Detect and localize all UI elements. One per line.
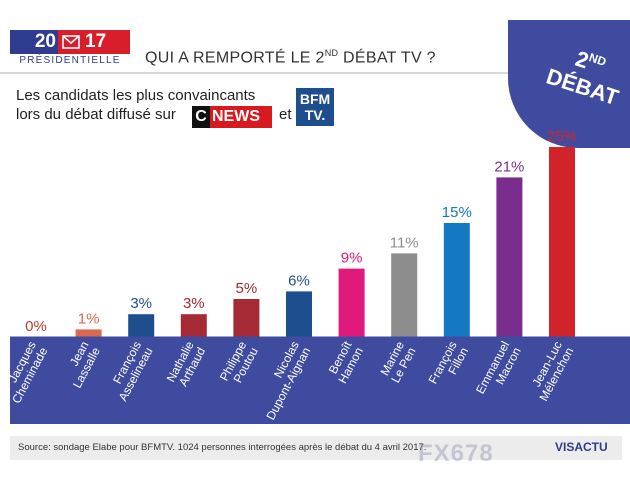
value-label-9: 21% <box>494 158 524 175</box>
subtitle-line-1: Les candidats les plus convaincants <box>16 87 256 104</box>
bar-8 <box>443 223 470 337</box>
logo-year-right: 17 <box>84 30 130 54</box>
bar-5 <box>286 291 312 337</box>
logo-label: PRÉSIDENTIELLE <box>19 55 121 66</box>
bfm-line-1: BFM <box>299 91 331 107</box>
bar-2 <box>128 314 155 337</box>
subtitle-line-2: lors du débat diffusé sur <box>16 106 176 123</box>
bar-10 <box>549 147 575 337</box>
bfm-line-2: TV. <box>304 107 326 123</box>
value-label-0: 0% <box>25 318 47 335</box>
bar-3 <box>180 314 207 337</box>
cnews-text: NEWS <box>212 108 260 125</box>
badge-sup: ND <box>587 50 609 69</box>
logo-year-left: 20 <box>10 30 58 54</box>
bar-4 <box>233 299 260 337</box>
bar-9 <box>496 177 523 337</box>
watermark: FX678 <box>418 440 494 467</box>
value-label-2: 3% <box>130 295 152 312</box>
page-title: QUI A REMPORTÉ LE 2ND DÉBAT TV ? <box>145 48 436 67</box>
footer: Source: sondage Elabe pour BFMTV. 1024 p… <box>10 436 622 460</box>
cnews-c: C <box>192 106 210 128</box>
value-label-5: 6% <box>288 272 310 289</box>
source-note: Source: sondage Elabe pour BFMTV. 1024 p… <box>18 442 427 453</box>
value-label-8: 15% <box>442 204 472 221</box>
bar-1 <box>75 329 102 337</box>
bfmtv-logo: BFM TV. <box>296 88 334 126</box>
subtitle-et: et <box>279 106 292 123</box>
bar-7 <box>391 253 418 337</box>
value-label-3: 3% <box>183 295 205 312</box>
value-label-6: 9% <box>341 250 363 267</box>
value-label-10: 25% <box>547 128 577 145</box>
envelope-icon <box>58 30 84 54</box>
cnews-logo: C NEWS <box>192 106 272 128</box>
value-label-1: 1% <box>78 310 100 327</box>
debate-badge: 2ND DÉBAT <box>508 20 630 148</box>
header-divider <box>0 72 630 74</box>
value-label-7: 11% <box>390 234 419 251</box>
chart-subtitle: Les candidats les plus convaincants lors… <box>16 86 255 124</box>
presidentielle-logo: 20 17 PRÉSIDENTIELLE <box>10 30 130 68</box>
category-label-band <box>10 337 630 424</box>
brand-logo: VISACTU <box>555 440 608 454</box>
value-label-4: 5% <box>236 280 258 297</box>
bar-6 <box>338 268 365 337</box>
